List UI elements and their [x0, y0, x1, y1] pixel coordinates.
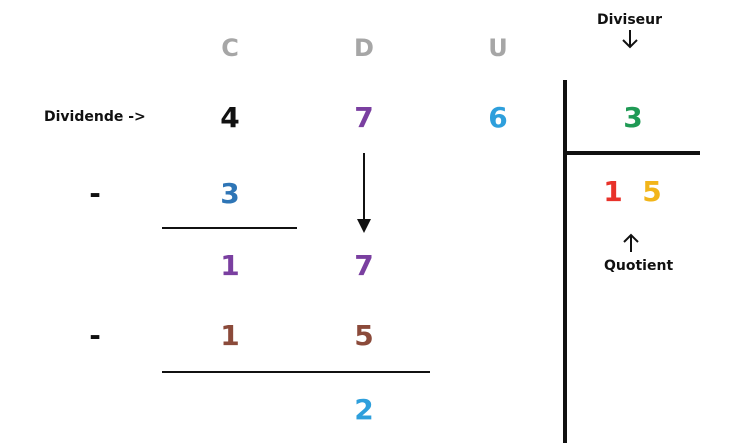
final-remainder-digit: 2	[354, 393, 374, 426]
first-subtraction-line	[162, 227, 297, 229]
column-header-tens: D	[354, 34, 374, 62]
quotient-digit-tens: 1	[603, 175, 623, 208]
divisor-label: Diviseur	[597, 12, 663, 28]
second-minus-sign: -	[89, 319, 101, 352]
first-remainder-digit-tens: 7	[354, 249, 374, 282]
second-subtraction-line	[162, 371, 430, 373]
quotient-digit-units: 5	[642, 175, 662, 208]
first-subtract-digit: 3	[220, 177, 240, 210]
column-header-hundreds: C	[221, 34, 239, 62]
column-header-units: U	[488, 34, 508, 62]
first-remainder-digit-hundreds: 1	[220, 249, 240, 282]
second-subtract-digit-tens: 5	[354, 319, 374, 352]
dividend-label: Dividende ->	[44, 109, 146, 125]
division-horizontal-bar	[563, 151, 700, 155]
quotient-label: Quotient	[604, 258, 674, 274]
divisor-digit: 3	[623, 101, 643, 134]
dividend-digit-units: 6	[488, 101, 508, 134]
quotient-up-arrow-icon	[623, 233, 639, 252]
dividend-digit-hundreds: 4	[220, 101, 240, 134]
divisor-down-arrow-icon	[622, 30, 638, 49]
division-vertical-bar	[563, 80, 567, 443]
second-subtract-digit-hundreds: 1	[220, 319, 240, 352]
dividend-digit-tens: 7	[354, 101, 374, 134]
first-minus-sign: -	[89, 177, 101, 210]
bring-down-arrow-icon	[357, 153, 371, 233]
